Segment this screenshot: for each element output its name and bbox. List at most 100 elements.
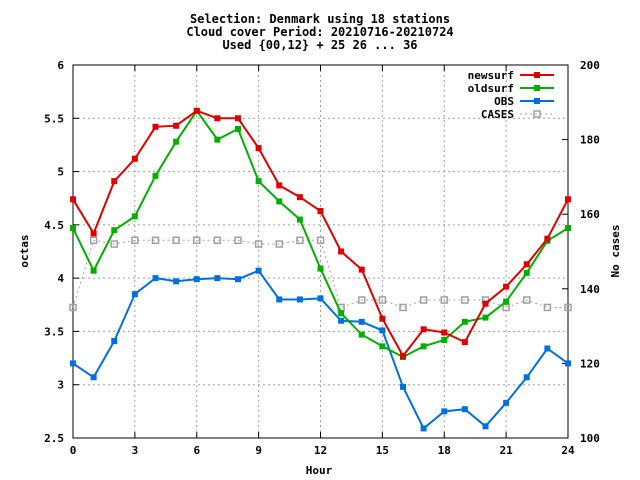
data-point bbox=[152, 172, 159, 179]
data-point bbox=[296, 296, 303, 303]
data-point bbox=[523, 296, 531, 304]
data-point bbox=[193, 107, 200, 114]
data-point bbox=[441, 336, 448, 343]
y2-axis-ticks: 100 120 140 160 180 200 bbox=[562, 59, 600, 445]
data-point bbox=[379, 327, 386, 334]
data-point bbox=[214, 115, 221, 122]
data-point bbox=[276, 198, 283, 205]
data-point bbox=[296, 194, 303, 201]
legend-swatch-marker bbox=[534, 85, 540, 91]
data-point bbox=[399, 303, 407, 312]
data-point bbox=[255, 145, 262, 152]
data-point bbox=[70, 196, 76, 203]
x-tick-label: 15 bbox=[376, 444, 389, 457]
data-point bbox=[235, 276, 241, 283]
legend-label: oldsurf bbox=[468, 82, 514, 95]
data-point bbox=[338, 310, 345, 317]
x-axis-label: Hour bbox=[306, 464, 333, 477]
data-point bbox=[131, 213, 138, 220]
data-point bbox=[111, 227, 118, 234]
data-point bbox=[89, 236, 98, 245]
legend-label: newsurf bbox=[468, 69, 514, 82]
data-point bbox=[400, 383, 406, 390]
data-point bbox=[316, 236, 325, 245]
data-point bbox=[523, 261, 530, 268]
data-point bbox=[419, 296, 428, 304]
y-tick-label: 3.5 bbox=[44, 325, 64, 338]
data-point bbox=[110, 240, 118, 248]
data-point bbox=[173, 122, 180, 129]
data-point bbox=[461, 296, 469, 304]
data-point bbox=[131, 155, 138, 162]
x-tick-label: 18 bbox=[438, 444, 451, 457]
data-point bbox=[482, 300, 489, 307]
data-point bbox=[565, 196, 571, 203]
data-point bbox=[482, 423, 489, 430]
data-point bbox=[213, 236, 222, 245]
title-line-2: Cloud cover Period: 20210716-20210724 bbox=[186, 25, 453, 39]
data-point bbox=[70, 360, 76, 367]
x-axis-ticks: 0 3 6 9 12 15 18 21 24 bbox=[70, 65, 575, 457]
data-point bbox=[317, 265, 324, 272]
data-point bbox=[358, 266, 365, 273]
x-tick-label: 0 bbox=[70, 444, 77, 457]
data-point bbox=[173, 278, 180, 285]
y2-tick-label: 180 bbox=[580, 134, 600, 147]
data-point bbox=[565, 225, 571, 232]
data-point bbox=[276, 182, 283, 189]
data-point bbox=[338, 248, 345, 255]
data-point bbox=[441, 329, 448, 336]
data-point bbox=[131, 291, 138, 298]
data-point bbox=[544, 345, 551, 352]
data-point bbox=[503, 283, 510, 290]
legend-label: CASES bbox=[481, 108, 514, 121]
y2-tick-label: 100 bbox=[580, 432, 600, 445]
data-point bbox=[152, 275, 159, 282]
y2-tick-label: 200 bbox=[580, 59, 600, 72]
y-tick-label: 4.5 bbox=[44, 219, 64, 232]
y2-tick-label: 120 bbox=[580, 357, 600, 370]
legend-item: oldsurf bbox=[468, 82, 554, 95]
data-point bbox=[131, 236, 139, 245]
data-point bbox=[503, 298, 510, 305]
chart-title: Selection: Denmark using 18 stations Clo… bbox=[186, 12, 453, 52]
x-tick-label: 24 bbox=[561, 444, 575, 457]
data-point bbox=[523, 269, 530, 276]
data-point bbox=[172, 236, 180, 245]
plot-frame bbox=[72, 64, 569, 439]
legend-swatch-marker bbox=[533, 110, 541, 118]
data-point bbox=[400, 352, 406, 359]
data-point bbox=[461, 406, 468, 413]
y-tick-label: 4 bbox=[57, 272, 64, 285]
data-point bbox=[152, 123, 159, 130]
data-point bbox=[379, 315, 386, 322]
x-tick-label: 21 bbox=[500, 444, 514, 457]
data-point bbox=[565, 360, 571, 367]
title-line-3: Used {00,12} + 25 26 ... 36 bbox=[222, 38, 417, 52]
data-point bbox=[254, 240, 263, 248]
y-tick-label: 3 bbox=[57, 379, 64, 392]
data-point bbox=[255, 178, 262, 185]
y2-tick-label: 140 bbox=[580, 283, 600, 296]
y-axis-label: octas bbox=[18, 234, 31, 267]
data-point bbox=[151, 236, 160, 245]
data-point bbox=[440, 296, 448, 304]
data-point bbox=[317, 208, 324, 215]
data-point bbox=[378, 296, 387, 304]
data-point bbox=[420, 425, 427, 432]
series-line-newsurf bbox=[72, 109, 569, 358]
series-newsurf bbox=[70, 107, 571, 359]
x-tick-label: 12 bbox=[314, 444, 327, 457]
data-point bbox=[111, 178, 118, 185]
x-tick-label: 9 bbox=[255, 444, 262, 457]
y-tick-label: 2.5 bbox=[44, 432, 64, 445]
data-point bbox=[234, 236, 242, 245]
data-point bbox=[193, 276, 200, 283]
y2-axis-label: No cases bbox=[609, 225, 622, 278]
data-point bbox=[296, 216, 303, 223]
legend-swatch-marker bbox=[534, 98, 540, 104]
x-tick-label: 6 bbox=[193, 444, 200, 457]
series-obs bbox=[70, 267, 571, 432]
